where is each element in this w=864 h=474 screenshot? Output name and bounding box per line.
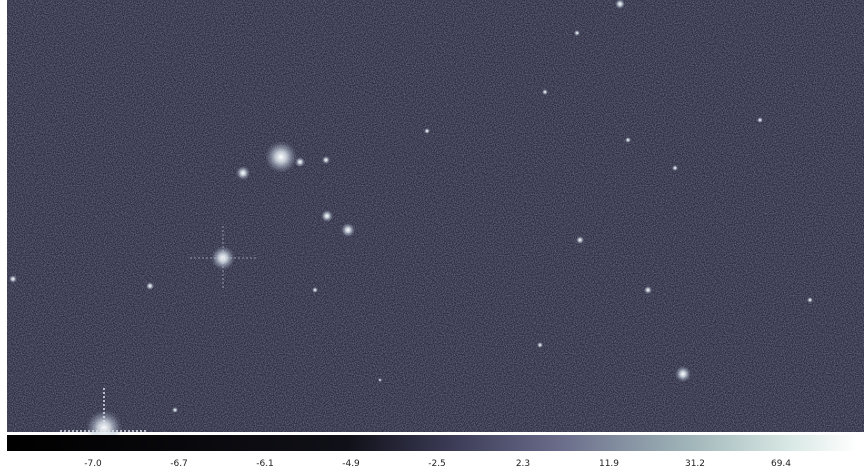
colorbar-tick-label: -4.9: [342, 459, 360, 469]
colorbar-ticks: -7.0 -6.7 -6.1 -4.9 -2.5 2.3 11.9 31.2 69.4: [84, 459, 791, 469]
colorbar-tick-label: -6.1: [256, 459, 274, 469]
colorbar-tick-label: 2.3: [516, 459, 530, 469]
colorbar-tick-label: -2.5: [428, 459, 446, 469]
image-view: -7.0 -6.7 -6.1 -4.9 -2.5 2.3 11.9 31.2 69.4: [0, 0, 864, 474]
colorbar-tick-label: -7.0: [84, 459, 102, 469]
colorbar: [7, 435, 857, 451]
colorbar-tick-label: -6.7: [170, 459, 188, 469]
viewer: -7.0 -6.7 -6.1 -4.9 -2.5 2.3 11.9 31.2 69.4: [0, 0, 864, 474]
colorbar-tick-label: 31.2: [685, 459, 705, 469]
sky-image: [7, 0, 864, 446]
colorbar-tick-label: 69.4: [771, 459, 791, 469]
colorbar-tick-label: 11.9: [599, 459, 619, 469]
